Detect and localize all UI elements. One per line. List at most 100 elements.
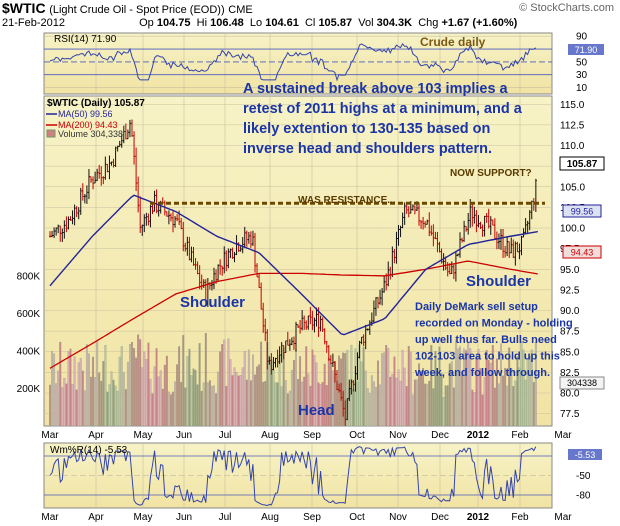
was-resistance-label: WAS RESISTANCE... (298, 195, 396, 206)
source-label: © StockCharts.com (519, 2, 614, 14)
price-tick-label: 100.0 (560, 224, 585, 235)
cl-label: Cl (304, 17, 316, 29)
volume-bar (473, 392, 476, 426)
panel-caption: Crude daily (420, 35, 486, 49)
volume-bar (319, 384, 322, 426)
left-shoulder-label: Shoulder (180, 294, 245, 311)
volume-bar (122, 372, 125, 426)
volume-bar (110, 371, 113, 426)
volume-bar (307, 373, 310, 426)
volume-bar (108, 384, 111, 426)
last-price-tag-bg (559, 156, 605, 171)
volume-bar (159, 370, 162, 426)
volume-bar (96, 340, 99, 426)
volume-bar (469, 348, 472, 426)
chart-title: $WTIC (Light Crude Oil - Spot Price (EOD… (2, 0, 253, 16)
volume-bar (389, 376, 392, 426)
price-tick-label: 85.0 (560, 347, 580, 358)
volume-bar (387, 348, 390, 426)
volume-bar (176, 364, 179, 426)
volume-bar (61, 387, 64, 426)
x-tick-label: May (134, 512, 153, 523)
volume-bar (321, 382, 324, 426)
volume-bar (251, 354, 254, 426)
price-legend: $WTIC (Daily) 105.87 MA(50) 99.56 MA(200… (46, 98, 145, 139)
volume-bar (98, 372, 101, 426)
volume-bar (448, 363, 451, 426)
volume-bar (290, 369, 293, 426)
volume-bar (346, 350, 349, 426)
volume-bar (141, 367, 144, 426)
ma200-tag: 94.43 (571, 248, 594, 258)
x-tick-label: Mar (554, 430, 572, 441)
volume-bar (497, 383, 500, 426)
volume-bar (471, 389, 474, 426)
wm-value-tag: -5.53 (575, 450, 596, 460)
volume-bar (178, 346, 181, 426)
volume-bar (442, 397, 445, 426)
volume-bar (225, 385, 228, 426)
volume-bar (487, 359, 490, 426)
ma50-tag: 99.56 (571, 207, 594, 217)
head-label: Head (298, 402, 335, 419)
wm-tick-label: -80 (576, 491, 591, 502)
volume-bar (405, 386, 408, 426)
volume-bar (235, 371, 238, 426)
volume-bar (206, 382, 209, 426)
volume-bar (434, 350, 437, 426)
volume-bar (370, 375, 373, 426)
volume-bar (331, 370, 334, 426)
volume-bar (418, 363, 420, 426)
volume-bar (282, 347, 285, 426)
volume-bar (161, 388, 164, 426)
volume-bar (196, 384, 199, 426)
volume-bar (514, 380, 517, 426)
volume-bar (403, 367, 406, 426)
volume-bar (459, 346, 461, 426)
volume-bar (100, 380, 103, 426)
demark-annotation-line: recorded on Monday - holding (415, 318, 573, 330)
volume-bar (75, 389, 78, 426)
demark-annotation: Daily DeMark sell setup recorded on Monda… (414, 301, 573, 379)
volume-bar (301, 381, 304, 426)
symbol: $WTIC (2, 0, 46, 16)
volume-bar (272, 369, 275, 426)
volume-bar (227, 338, 230, 426)
wm-legend: Wm%R(14) -5.53 (50, 445, 128, 456)
volume-bar (157, 376, 160, 426)
volume-bar (518, 367, 521, 426)
x-tick-label: May (134, 430, 153, 441)
volume-tag-bg (559, 376, 605, 390)
volume-bar (430, 345, 433, 426)
volume-bar (299, 356, 302, 426)
volume-bar (167, 391, 170, 426)
volume-bar (424, 383, 427, 426)
volume-bar (128, 344, 131, 426)
volume-bar (323, 363, 326, 426)
right-shoulder-label: Shoulder (466, 273, 531, 290)
main-annotation-line: A sustained break above 103 implies a (243, 81, 509, 97)
x-tick-label: Jun (176, 512, 192, 523)
volume-bar (288, 390, 291, 426)
volume-bar (280, 386, 283, 426)
x-tick-label: Jun (176, 430, 192, 441)
volume-tag: 304338 (567, 378, 597, 388)
volume-bar (465, 350, 468, 426)
x-tick-label: Nov (389, 512, 407, 523)
volume-bar (506, 385, 509, 426)
volume-bar (481, 394, 484, 426)
volume-bar (381, 353, 384, 426)
volume-bar (446, 385, 449, 426)
volume-bar (397, 369, 400, 426)
volume-bar (528, 355, 531, 426)
volume-bar (342, 352, 345, 426)
volume-bar (116, 391, 119, 426)
legend-volume-swatch (46, 129, 56, 138)
price-tick-label: 82.5 (560, 368, 580, 379)
volume-bar (83, 390, 86, 426)
volume-bar (249, 380, 252, 426)
volume-bar (88, 353, 90, 426)
volume-bar (295, 349, 297, 426)
volume-bar (526, 359, 529, 426)
volume-bar (210, 385, 213, 426)
